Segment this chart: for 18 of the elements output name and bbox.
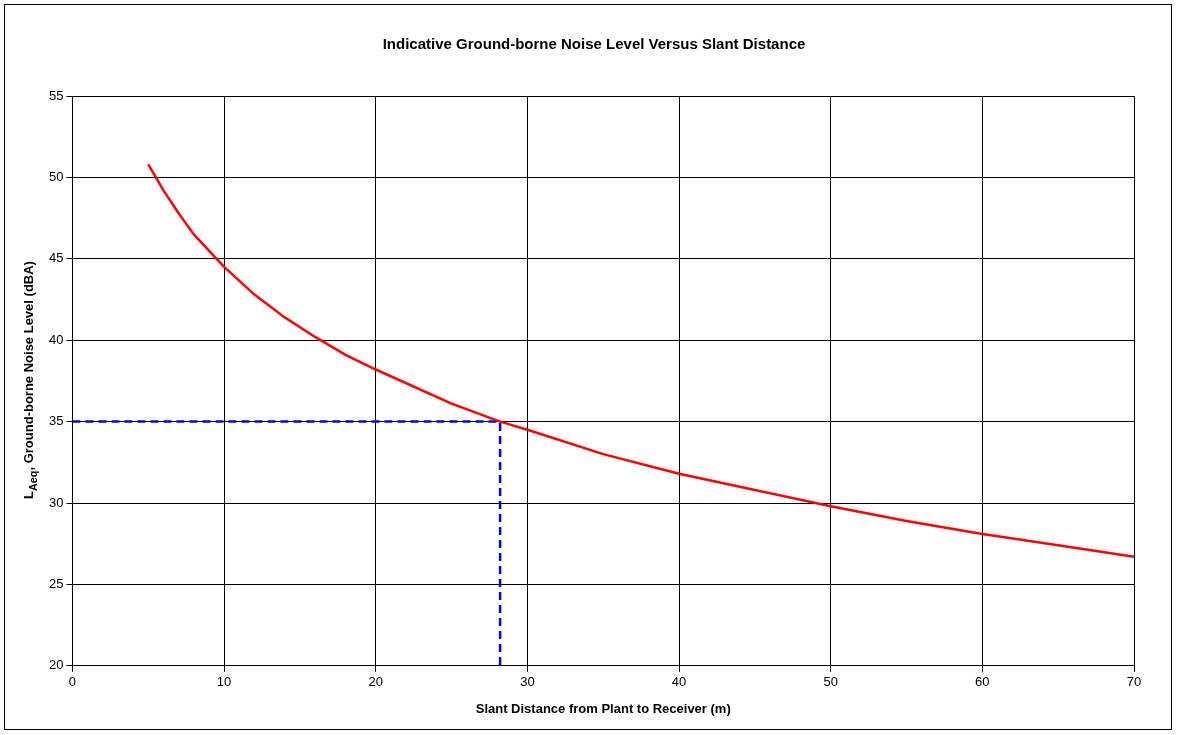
x-tick-label: 70 — [1126, 674, 1142, 690]
x-tick-label: 60 — [975, 674, 990, 690]
y-tick-label: 25 — [48, 575, 64, 591]
y-tick-label: 30 — [48, 494, 64, 510]
x-tick-label: 20 — [368, 674, 383, 690]
y-tick-label: 55 — [48, 87, 64, 103]
y-tick-label: 45 — [48, 250, 64, 266]
y-tick-label: 40 — [48, 331, 64, 347]
y-tick-label: 50 — [48, 168, 64, 184]
y-tick-label: 35 — [48, 413, 64, 429]
chart-title: Indicative Ground-borne Noise Level Versus Slant Distance — [382, 35, 806, 53]
y-tick-label: 20 — [48, 657, 64, 673]
x-tick-label: 30 — [520, 674, 535, 690]
x-tick-label: 0 — [68, 674, 77, 690]
x-tick-label: 50 — [823, 674, 838, 690]
x-tick-label: 10 — [216, 674, 232, 690]
x-tick-label: 40 — [671, 674, 687, 690]
x-axis-title: Slant Distance from Plant to Receiver (m) — [475, 700, 731, 716]
